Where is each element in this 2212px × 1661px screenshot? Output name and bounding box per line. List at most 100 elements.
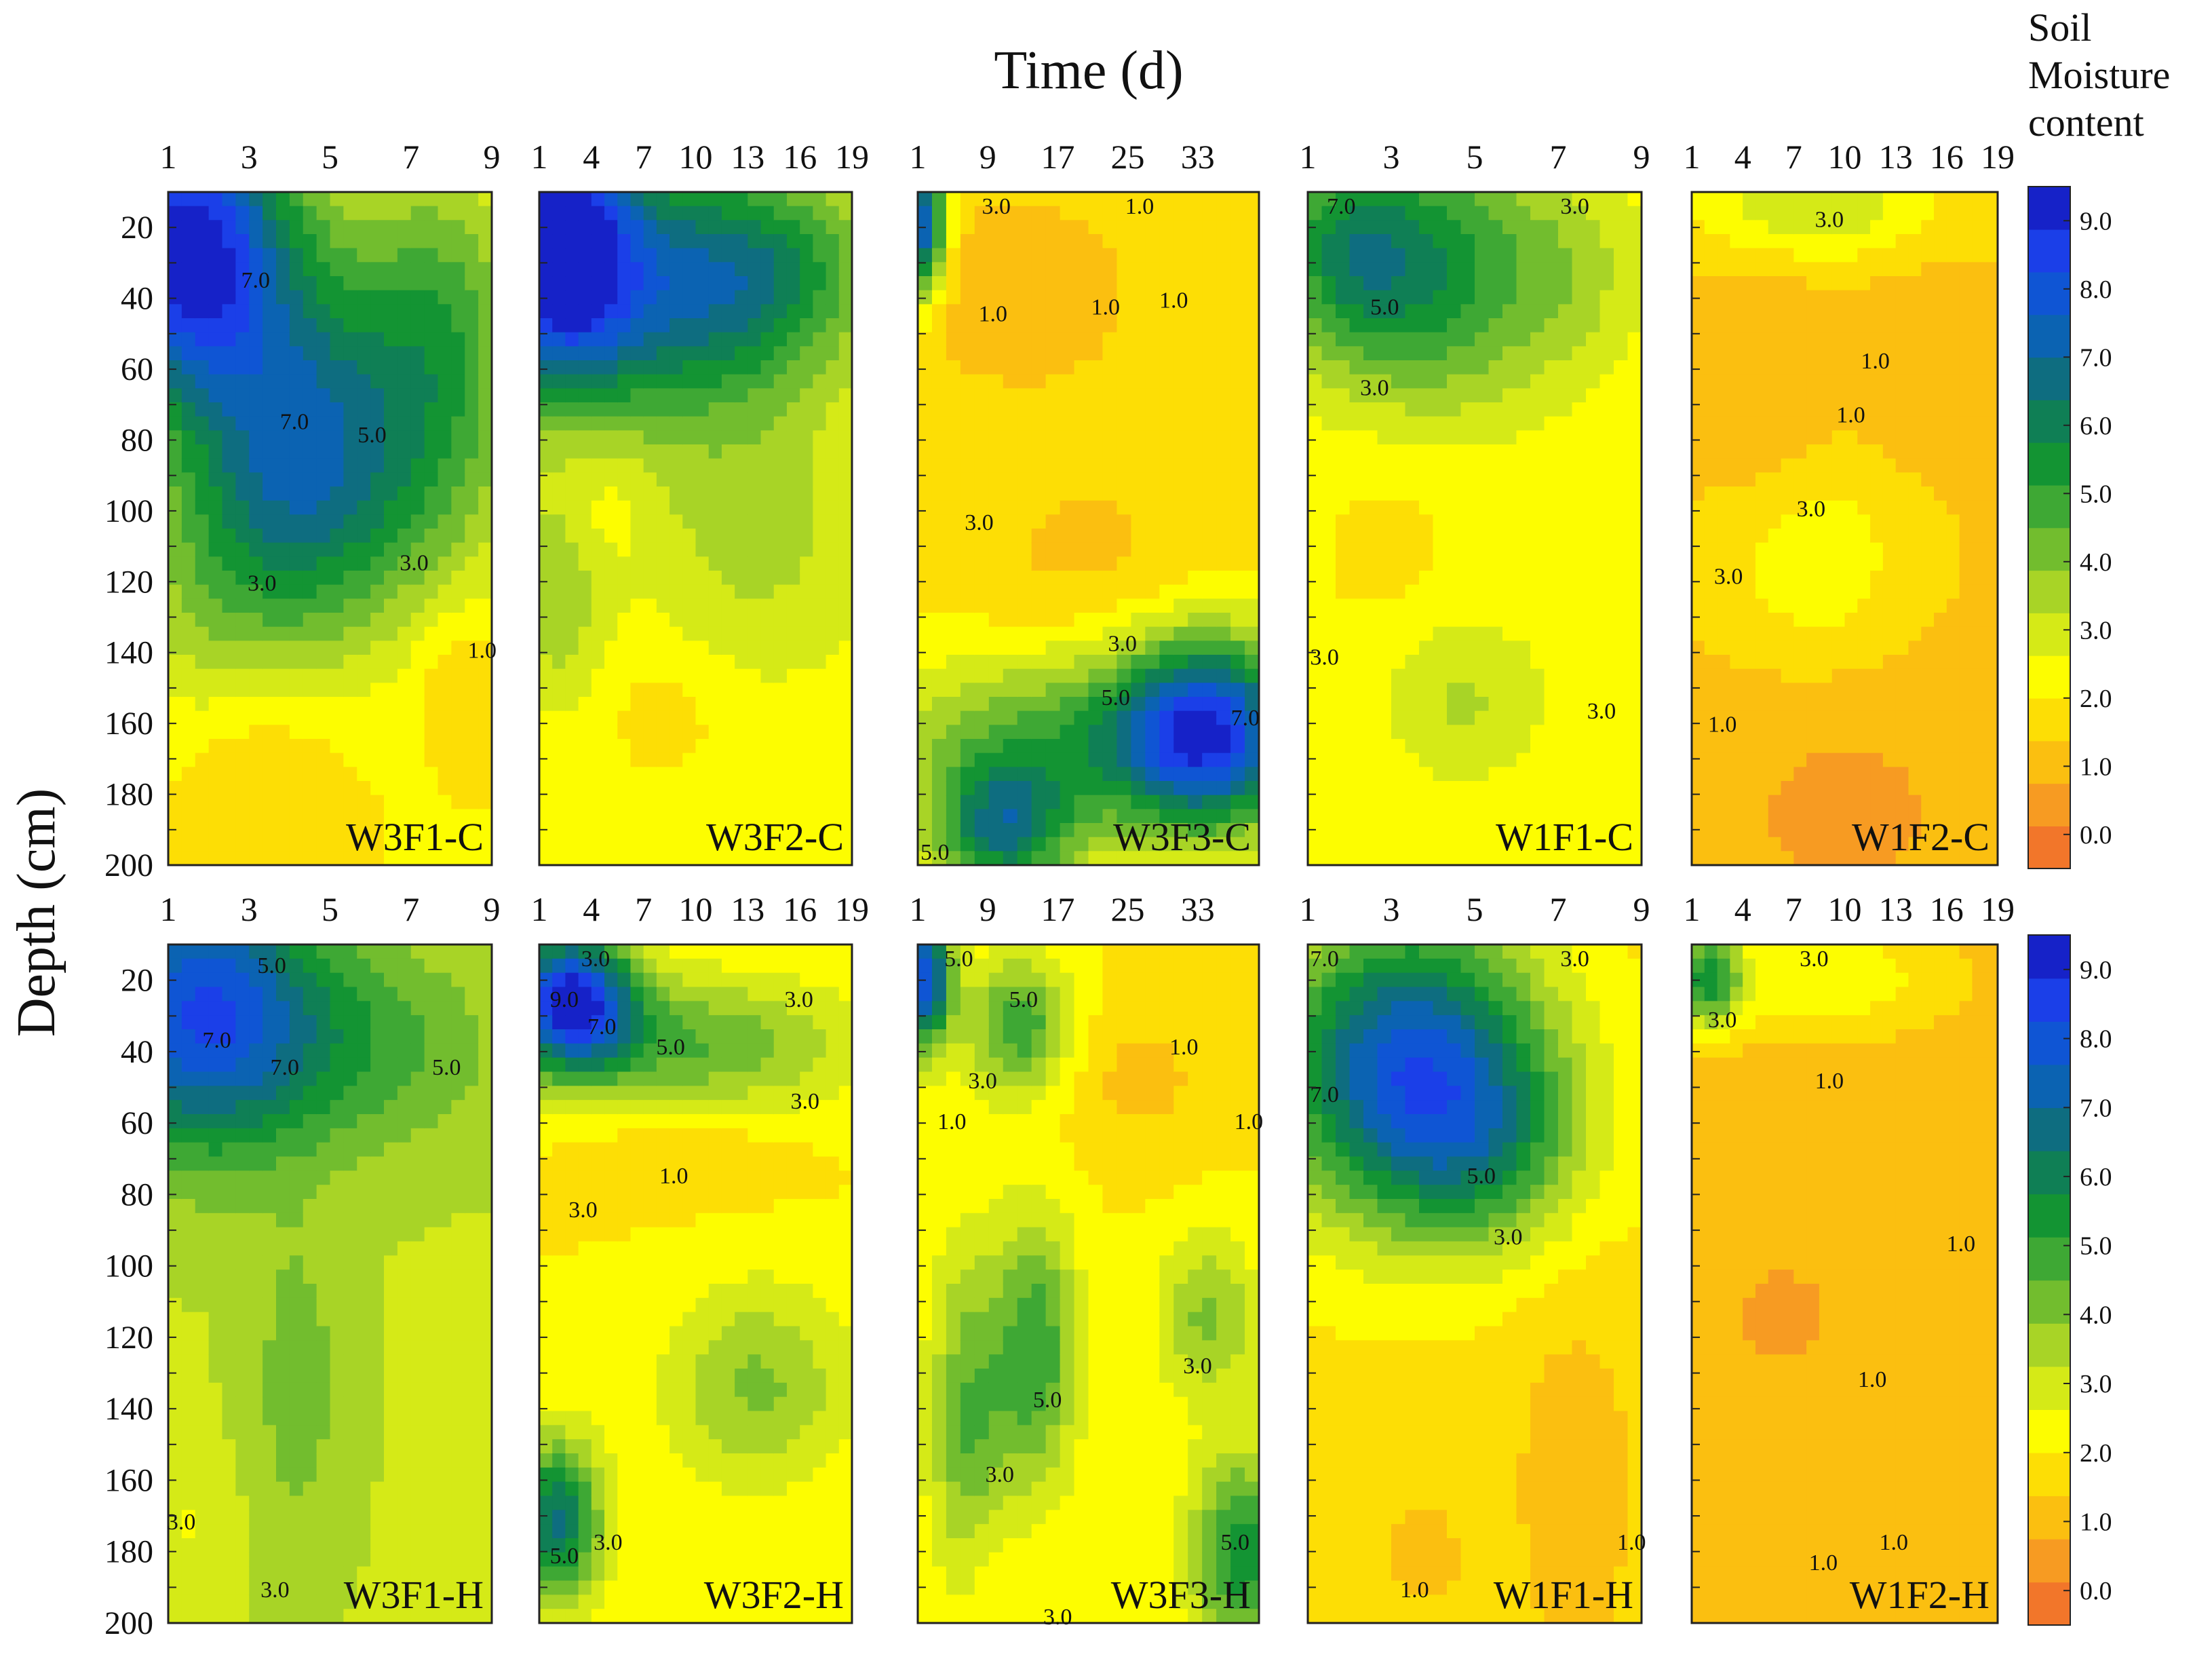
moisture-cell bbox=[974, 192, 990, 207]
moisture-cell bbox=[552, 529, 566, 543]
moisture-cell bbox=[591, 304, 605, 319]
moisture-cell bbox=[1245, 472, 1259, 487]
moisture-cell bbox=[773, 556, 788, 571]
moisture-cell bbox=[1245, 500, 1259, 516]
moisture-cell bbox=[813, 486, 827, 501]
moisture-cell bbox=[1692, 641, 1705, 655]
moisture-cell bbox=[289, 655, 304, 670]
moisture-cell bbox=[384, 697, 398, 712]
moisture-cell bbox=[1475, 248, 1490, 263]
moisture-cell bbox=[1145, 598, 1161, 613]
moisture-cell bbox=[1586, 683, 1601, 698]
contour-label: 3.0 bbox=[1560, 194, 1589, 219]
moisture-cell bbox=[222, 752, 237, 768]
moisture-cell bbox=[721, 276, 735, 291]
moisture-cell bbox=[1202, 613, 1217, 628]
moisture-cell bbox=[826, 809, 840, 824]
moisture-cell bbox=[1704, 529, 1718, 543]
moisture-cell bbox=[316, 346, 331, 361]
moisture-cell bbox=[1460, 318, 1475, 333]
moisture-cell bbox=[1159, 430, 1175, 445]
moisture-cell bbox=[1530, 220, 1545, 235]
moisture-cell bbox=[1460, 725, 1475, 740]
moisture-cell bbox=[1088, 668, 1104, 684]
moisture-cell bbox=[826, 276, 840, 291]
moisture-cell bbox=[735, 374, 749, 389]
moisture-cell bbox=[316, 683, 331, 698]
moisture-cell bbox=[974, 290, 990, 305]
moisture-cell bbox=[1363, 360, 1378, 375]
moisture-cell bbox=[1216, 851, 1231, 865]
moisture-cell bbox=[1074, 374, 1089, 389]
moisture-cell bbox=[1377, 192, 1392, 207]
moisture-cell bbox=[1336, 472, 1351, 487]
moisture-cell bbox=[1363, 290, 1378, 305]
moisture-cell bbox=[565, 276, 579, 291]
moisture-cell bbox=[1558, 276, 1573, 291]
moisture-cell bbox=[1336, 500, 1351, 516]
moisture-cell bbox=[370, 795, 385, 810]
moisture-cell bbox=[773, 248, 788, 263]
moisture-cell bbox=[1045, 823, 1061, 838]
moisture-cell bbox=[604, 514, 619, 529]
moisture-cell bbox=[1377, 318, 1392, 333]
moisture-cell bbox=[1188, 571, 1203, 586]
moisture-cell bbox=[1017, 514, 1032, 529]
moisture-cell bbox=[988, 318, 1004, 333]
moisture-cell bbox=[343, 388, 358, 403]
moisture-cell bbox=[330, 472, 345, 487]
moisture-cell bbox=[1475, 626, 1490, 642]
moisture-cell bbox=[222, 823, 237, 838]
moisture-cell bbox=[1245, 781, 1259, 796]
moisture-cell bbox=[670, 809, 684, 824]
moisture-cell bbox=[1627, 542, 1642, 558]
moisture-cell bbox=[721, 668, 735, 684]
moisture-cell bbox=[813, 823, 827, 838]
moisture-cell bbox=[1433, 809, 1448, 824]
moisture-cell bbox=[946, 655, 961, 670]
moisture-cell bbox=[1599, 781, 1614, 796]
moisture-cell bbox=[168, 697, 182, 712]
moisture-cell bbox=[539, 710, 554, 726]
moisture-cell bbox=[800, 290, 814, 305]
moisture-cell bbox=[249, 276, 263, 291]
moisture-cell bbox=[410, 837, 425, 852]
moisture-cell bbox=[249, 514, 263, 529]
moisture-cell bbox=[1614, 584, 1629, 600]
moisture-cell bbox=[1117, 318, 1132, 333]
moisture-cell bbox=[1558, 332, 1573, 347]
moisture-cell bbox=[1627, 584, 1642, 600]
moisture-cell bbox=[735, 683, 749, 698]
x-tick-label: 7 bbox=[1550, 138, 1567, 176]
moisture-cell bbox=[960, 613, 975, 628]
moisture-cell bbox=[918, 668, 933, 684]
moisture-cell bbox=[1447, 374, 1462, 389]
moisture-cell bbox=[1717, 444, 1731, 459]
moisture-cell bbox=[263, 206, 277, 221]
moisture-cell bbox=[826, 851, 840, 865]
moisture-cell bbox=[384, 304, 398, 319]
moisture-cell bbox=[1088, 809, 1104, 824]
moisture-cell bbox=[1216, 346, 1231, 361]
moisture-cell bbox=[1074, 318, 1089, 333]
moisture-cell bbox=[1516, 626, 1531, 642]
moisture-cell bbox=[748, 542, 762, 558]
moisture-cell bbox=[1627, 725, 1642, 740]
moisture-cell bbox=[1074, 416, 1089, 432]
moisture-cell bbox=[1173, 571, 1189, 586]
moisture-cell bbox=[303, 795, 317, 810]
moisture-cell bbox=[1336, 571, 1351, 586]
moisture-cell bbox=[222, 725, 237, 740]
moisture-cell bbox=[235, 571, 250, 586]
moisture-cell bbox=[1045, 304, 1061, 319]
moisture-cell bbox=[960, 655, 975, 670]
moisture-cell bbox=[1088, 486, 1104, 501]
moisture-cell bbox=[1003, 276, 1018, 291]
moisture-cell bbox=[195, 710, 210, 726]
moisture-cell bbox=[289, 683, 304, 698]
moisture-cell bbox=[552, 360, 566, 375]
moisture-cell bbox=[276, 192, 290, 207]
moisture-cell bbox=[1391, 626, 1406, 642]
moisture-cell bbox=[1088, 262, 1104, 277]
moisture-cell bbox=[565, 486, 579, 501]
